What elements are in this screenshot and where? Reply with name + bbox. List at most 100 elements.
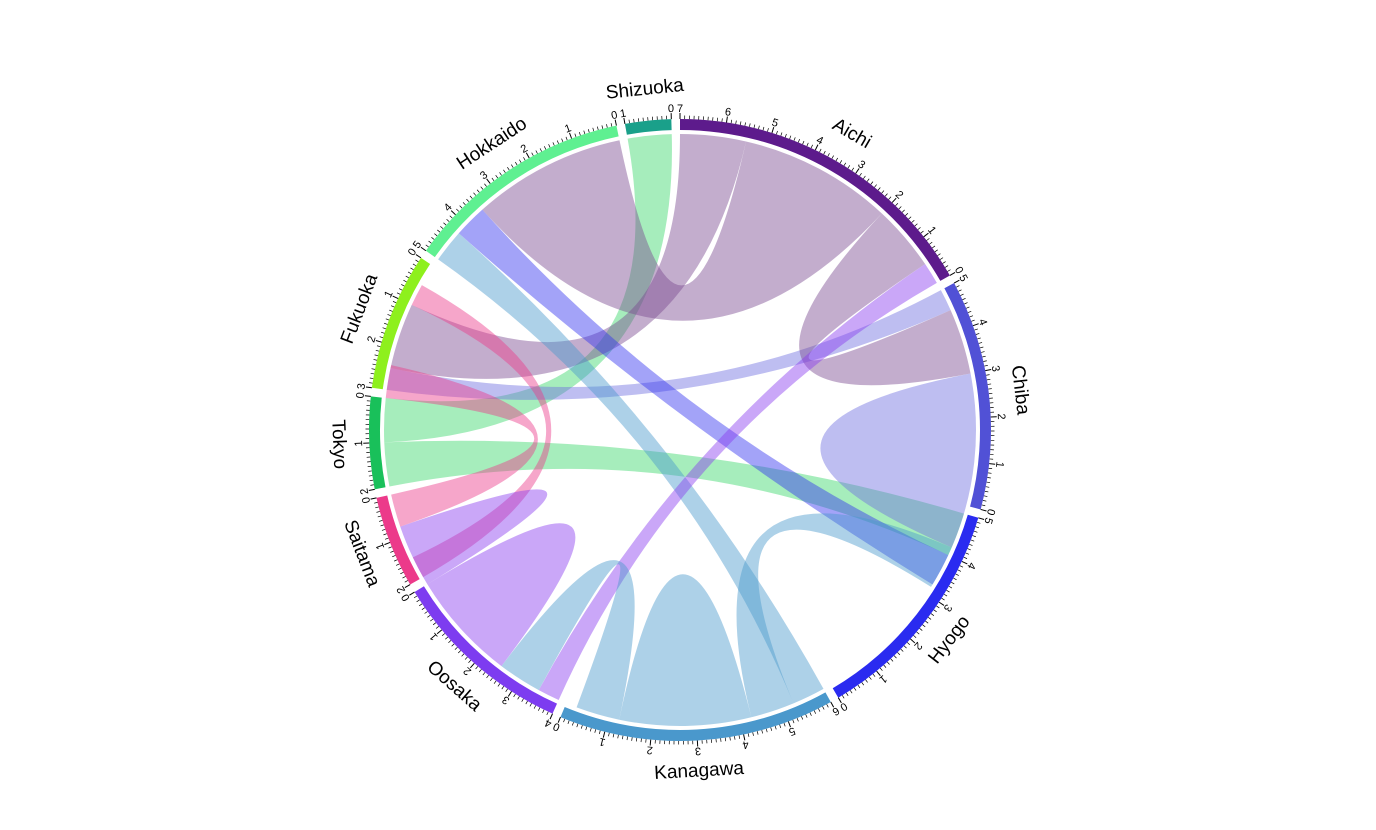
tick-hokkaido-47 <box>601 125 604 129</box>
link-tokyo-shizuoka-1 <box>383 134 672 443</box>
chord-sectors <box>368 119 991 742</box>
tick-aichi-52 <box>898 206 902 210</box>
tick-label-chiba-50: 0 <box>984 508 997 517</box>
link-tokyo-hyogo-0 <box>384 440 964 556</box>
tick-saitama-2 <box>402 576 406 579</box>
sector-oosaka <box>414 586 558 714</box>
tick-hyogo-35 <box>893 655 897 659</box>
tick-kanagawa-3 <box>818 708 821 712</box>
tick-label-oosaka-0: 4 <box>543 716 554 729</box>
tick-saitama-3 <box>400 571 404 575</box>
tick-hokkaido-5 <box>437 229 441 233</box>
tick-chiba-18 <box>983 360 987 362</box>
tick-hyogo-29 <box>913 635 917 638</box>
tick-hyogo-36 <box>890 658 894 662</box>
tick-fukuoka-19 <box>392 301 397 304</box>
tick-aichi-60 <box>923 232 929 238</box>
tick-aichi-54 <box>905 213 909 216</box>
tick-hyogo-43 <box>865 679 868 683</box>
tick-label-hokkaido-20: 3 <box>478 169 490 182</box>
tick-aichi-19 <box>767 128 769 132</box>
tick-fukuoka-3 <box>370 372 375 375</box>
chord-links <box>383 134 977 726</box>
tick-label-kanagawa-30: 3 <box>695 744 702 756</box>
tick-fukuoka-16 <box>387 314 391 317</box>
tick-aichi-41 <box>859 172 862 177</box>
tick-aichi-55 <box>908 216 912 220</box>
tick-label-chiba-40: 1 <box>993 461 1006 468</box>
tick-aichi-44 <box>870 181 874 185</box>
tick-label-saitama-10: 1 <box>374 541 387 551</box>
tick-hokkaido-1 <box>425 244 429 248</box>
tick-oosaka-21 <box>468 659 472 663</box>
tick-kanagawa-45 <box>626 736 628 741</box>
tick-chiba-43 <box>987 477 991 479</box>
tick-kanagawa-53 <box>589 727 592 732</box>
tick-hyogo-38 <box>883 664 887 668</box>
tick-hyogo-47 <box>849 690 853 694</box>
tick-aichi-57 <box>914 223 918 227</box>
tick-kanagawa-51 <box>599 730 601 735</box>
tick-hyogo-12 <box>957 569 962 572</box>
tick-hokkaido-43 <box>583 130 586 135</box>
tick-aichi-34 <box>831 155 834 159</box>
tick-saitama-4 <box>398 567 402 570</box>
tick-hyogo-22 <box>933 609 937 613</box>
tick-tokyo-0 <box>368 488 375 491</box>
tick-aichi-14 <box>744 122 746 126</box>
tick-label-kanagawa-60: 0 <box>551 720 561 733</box>
tick-hyogo-32 <box>903 645 907 649</box>
link-saitama-tokyo-16 <box>385 365 538 527</box>
tick-hokkaido-30 <box>525 152 530 159</box>
tick-label-hyogo-20: 3 <box>941 602 954 614</box>
tick-saitama-13 <box>381 528 386 531</box>
tick-oosaka-0 <box>549 713 553 720</box>
tick-fukuoka-23 <box>401 284 405 287</box>
sector-shizuoka <box>624 119 672 135</box>
tick-saitama-10 <box>384 541 391 546</box>
tick-hokkaido-10 <box>450 210 456 216</box>
tick-aichi-10 <box>726 116 728 123</box>
tick-oosaka-4 <box>533 705 537 709</box>
tick-hyogo-13 <box>955 573 959 576</box>
tick-hyogo-45 <box>857 684 861 689</box>
tick-saitama-1 <box>404 580 409 583</box>
tick-chiba-12 <box>975 333 980 335</box>
tick-kanagawa-52 <box>594 729 597 733</box>
tick-kanagawa-10 <box>787 721 791 728</box>
tick-oosaka-7 <box>521 698 524 702</box>
tick-label-tokyo-20: 0 <box>354 392 367 399</box>
tick-aichi-49 <box>888 196 892 200</box>
tick-hyogo-16 <box>948 585 953 589</box>
tick-hokkaido-31 <box>531 152 534 156</box>
tick-label-hokkaido-50: 0 <box>610 109 618 122</box>
tick-saitama-11 <box>384 537 389 540</box>
tick-kanagawa-11 <box>783 722 786 727</box>
tick-kanagawa-7 <box>801 716 804 720</box>
sector-aichi <box>680 119 950 281</box>
link-aichi-chiba-8 <box>799 213 971 386</box>
tick-fukuoka-11 <box>379 336 384 339</box>
link-kanagawa-kanagawa-12 <box>619 574 752 726</box>
tick-aichi-42 <box>863 175 866 179</box>
tick-fukuoka-12 <box>380 331 385 334</box>
tick-tokyo-2 <box>369 479 374 482</box>
tick-aichi-59 <box>920 230 924 234</box>
tick-fukuoka-30 <box>415 254 422 259</box>
tick-kanagawa-5 <box>809 712 812 716</box>
tick-kanagawa-20 <box>743 734 746 741</box>
tick-chiba-6 <box>966 306 970 309</box>
tick-hyogo-48 <box>845 692 849 696</box>
tick-label-saitama-0: 2 <box>395 584 408 595</box>
tick-hokkaido-37 <box>556 140 559 144</box>
tick-oosaka-26 <box>451 643 455 647</box>
tick-label-tokyo-10: 1 <box>353 440 365 447</box>
tick-label-kanagawa-20: 4 <box>741 738 749 751</box>
tick-aichi-12 <box>735 120 737 125</box>
tick-chiba-5 <box>964 302 968 305</box>
tick-fukuoka-21 <box>396 292 401 295</box>
tick-oosaka-14 <box>493 680 497 684</box>
tick-fukuoka-26 <box>407 271 412 275</box>
tick-chiba-3 <box>960 293 964 296</box>
